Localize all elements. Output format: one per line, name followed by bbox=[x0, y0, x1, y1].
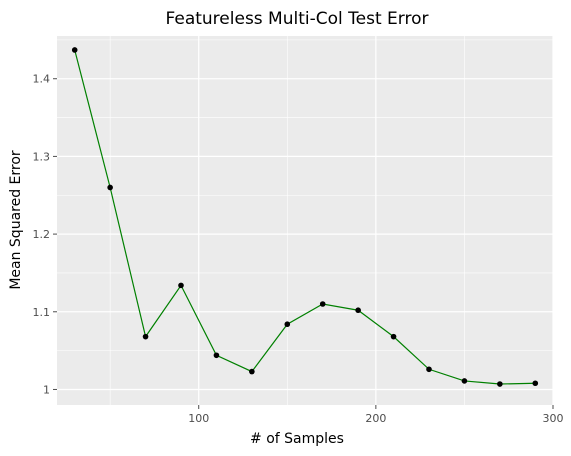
major-gridlines bbox=[57, 36, 554, 405]
y-tick-label: 1.3 bbox=[33, 150, 51, 163]
data-point bbox=[426, 366, 432, 373]
minor-gridlines bbox=[57, 36, 553, 405]
data-point bbox=[249, 368, 255, 375]
data-point bbox=[355, 307, 361, 314]
data-point bbox=[461, 378, 468, 384]
data-point bbox=[497, 381, 503, 387]
data-point bbox=[178, 282, 184, 289]
y-tick-label: 1.4 bbox=[33, 73, 51, 86]
x-axis-label: # of Samples bbox=[250, 431, 344, 447]
data-point bbox=[532, 380, 539, 387]
data-point bbox=[107, 184, 113, 191]
y-tick-label: 1 bbox=[43, 383, 50, 396]
x-tick-label: 300 bbox=[543, 412, 564, 425]
data-point bbox=[142, 333, 149, 340]
chart-title: Featureless Multi-Col Test Error bbox=[166, 9, 429, 29]
series-line bbox=[74, 49, 536, 385]
data-point bbox=[71, 47, 78, 53]
series bbox=[71, 47, 539, 387]
data-point bbox=[213, 352, 220, 359]
plot-panel bbox=[57, 36, 553, 405]
x-axis-ticks: 100 200 300 bbox=[188, 405, 564, 425]
x-tick-label: 200 bbox=[365, 412, 386, 425]
data-point bbox=[319, 301, 326, 307]
data-point bbox=[284, 321, 291, 328]
y-tick-label: 1.1 bbox=[33, 306, 51, 319]
y-axis-label: Mean Squared Error bbox=[8, 150, 24, 290]
x-tick-label: 100 bbox=[188, 412, 209, 425]
y-axis-ticks: 1 1.1 1.2 1.3 1.4 bbox=[33, 73, 57, 396]
y-tick-label: 1.2 bbox=[33, 228, 51, 241]
data-point bbox=[390, 333, 397, 340]
